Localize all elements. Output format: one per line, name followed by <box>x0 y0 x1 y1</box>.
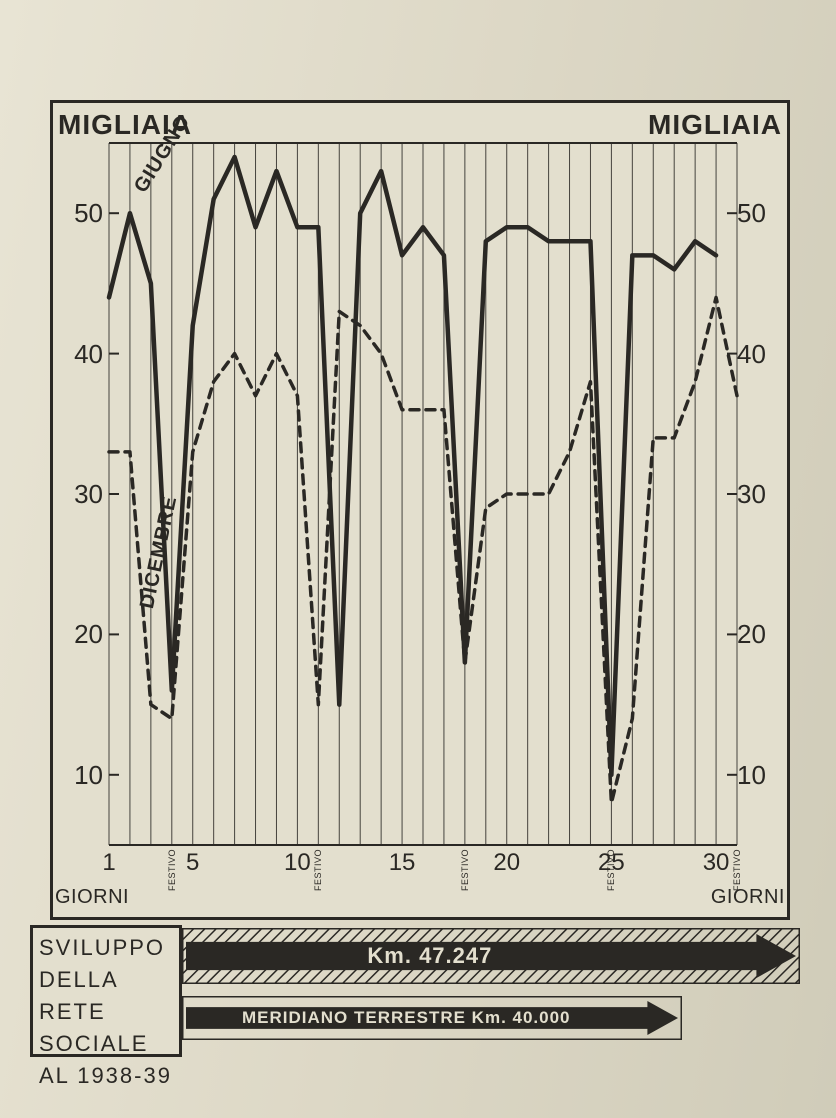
ytick-left: 20 <box>65 619 103 650</box>
caption-box: SVILUPPO DELLA RETE SOCIALE AL 1938-39 <box>30 925 182 1057</box>
rete-sociale-arrow-label: Km. 47.247 <box>367 943 492 969</box>
y-axis-label-right: MIGLIAIA <box>648 109 782 141</box>
ytick-left: 50 <box>65 198 103 229</box>
xtick: 5 <box>186 849 199 877</box>
xtick: 20 <box>493 849 520 877</box>
caption-line: SVILUPPO <box>39 932 173 964</box>
ytick-right: 20 <box>737 619 775 650</box>
ytick-right: 50 <box>737 198 775 229</box>
series-giugno <box>109 157 716 775</box>
xtick: 15 <box>389 849 416 877</box>
ytick-right: 40 <box>737 339 775 370</box>
rete-sociale-arrow: Km. 47.247 <box>182 928 800 984</box>
festivo-label: FESTIVO <box>313 849 323 891</box>
x-axis-label-right: GIORNI <box>711 886 785 909</box>
xtick: 30 <box>703 849 730 877</box>
caption-line: SOCIALE <box>39 1028 173 1060</box>
caption-line: DELLA RETE <box>39 964 173 1028</box>
xtick: 1 <box>102 849 115 877</box>
xtick: 10 <box>284 849 311 877</box>
meridiano-arrow-label: MERIDIANO TERRESTRE Km. 40.000 <box>242 1008 571 1028</box>
ytick-right: 30 <box>737 479 775 510</box>
ytick-right: 10 <box>737 760 775 791</box>
chart-svg <box>109 143 737 883</box>
ytick-left: 40 <box>65 339 103 370</box>
plot-area <box>109 143 737 883</box>
festivo-label: FESTIVO <box>460 849 470 891</box>
caption-line: AL 1938-39 <box>39 1060 173 1092</box>
page: MIGLIAIA MIGLIAIA GIORNI GIORNI 10102020… <box>0 0 836 1118</box>
x-axis-label-left: GIORNI <box>55 886 129 909</box>
chart-frame: MIGLIAIA MIGLIAIA GIORNI GIORNI 10102020… <box>50 100 790 920</box>
festivo-label: FESTIVO <box>732 849 742 891</box>
meridiano-arrow: MERIDIANO TERRESTRE Km. 40.000 <box>182 996 682 1040</box>
festivo-label: FESTIVO <box>606 849 616 891</box>
festivo-label: FESTIVO <box>167 849 177 891</box>
ytick-left: 10 <box>65 760 103 791</box>
ytick-left: 30 <box>65 479 103 510</box>
